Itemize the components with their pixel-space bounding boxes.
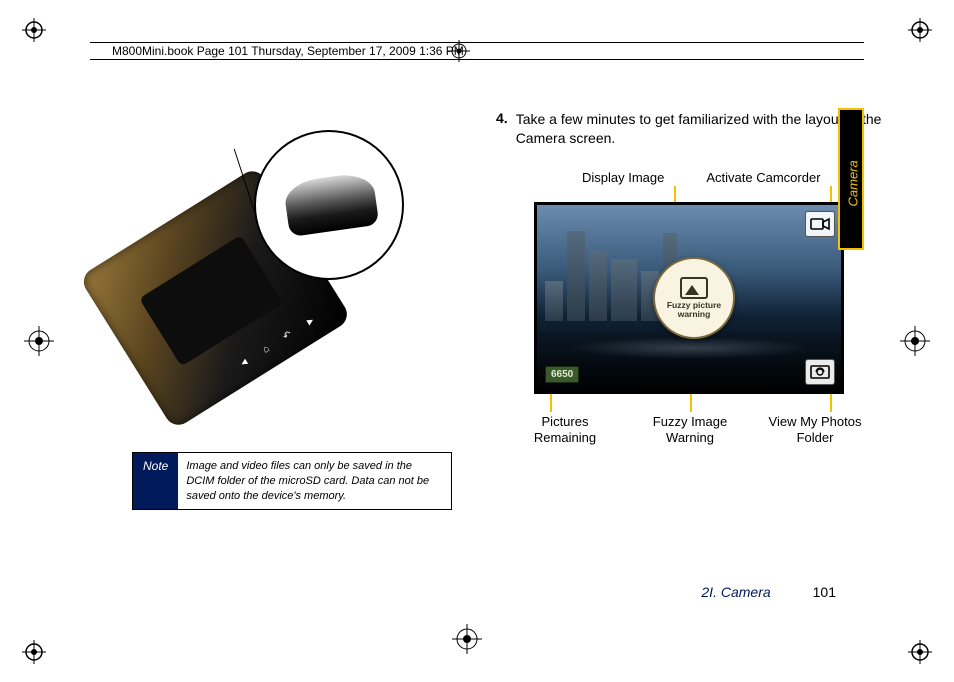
page-header-meta: M800Mini.book Page 101 Thursday, Septemb… (90, 42, 864, 60)
camera-screen-preview: Fuzzy picture warning 6650 (534, 202, 844, 394)
callout-row-top: Display Image Activate Camcorder (582, 170, 821, 185)
crop-mark-tl (22, 18, 46, 42)
callout-fuzzy-warning: Fuzzy Image Warning (635, 414, 745, 445)
device-illustration: ◄⌂↶► (154, 120, 414, 430)
section-side-tab: Camera (838, 108, 864, 250)
footer-section: 2I. Camera (701, 584, 770, 600)
fuzzy-picture-icon (680, 277, 708, 299)
crop-mark-tr (908, 18, 932, 42)
camcorder-icon (805, 211, 835, 237)
instruction-step: 4. Take a few minutes to get familiarize… (496, 110, 896, 148)
header-text: M800Mini.book Page 101 Thursday, Septemb… (112, 44, 464, 58)
river-reflection (537, 331, 841, 391)
callout-activate-camcorder: Activate Camcorder (706, 170, 820, 185)
registration-mark-left (24, 326, 54, 356)
side-tab-label: Camera (846, 153, 861, 207)
pictures-remaining-counter: 6650 (545, 366, 579, 383)
note-label: Note (133, 453, 178, 509)
callout-view-photos: View My Photos Folder (760, 414, 870, 445)
callout-pictures-remaining: Pictures Remaining (510, 414, 620, 445)
callout-display-image: Display Image (582, 170, 664, 185)
camera-lens-detail (283, 171, 380, 237)
gallery-icon (805, 359, 835, 385)
note-box: Note Image and video files can only be s… (132, 452, 452, 510)
callout-row-bottom: Pictures Remaining Fuzzy Image Warning V… (510, 414, 870, 445)
registration-mark-bottom-center (452, 624, 482, 654)
page-footer: 2I. Camera 101 (701, 584, 836, 600)
fuzzy-text-line2: warning (667, 310, 721, 319)
footer-page-number: 101 (813, 584, 836, 600)
zoom-detail-circle (254, 130, 404, 280)
crop-mark-br (908, 640, 932, 664)
crop-mark-bl (22, 640, 46, 664)
page-frame: ◄⌂↶► Note Image and video files can only… (90, 78, 864, 604)
step-number: 4. (496, 110, 508, 148)
fuzzy-warning-bubble: Fuzzy picture warning (653, 257, 735, 339)
registration-mark-right (900, 326, 930, 356)
note-text: Image and video files can only be saved … (178, 453, 451, 509)
